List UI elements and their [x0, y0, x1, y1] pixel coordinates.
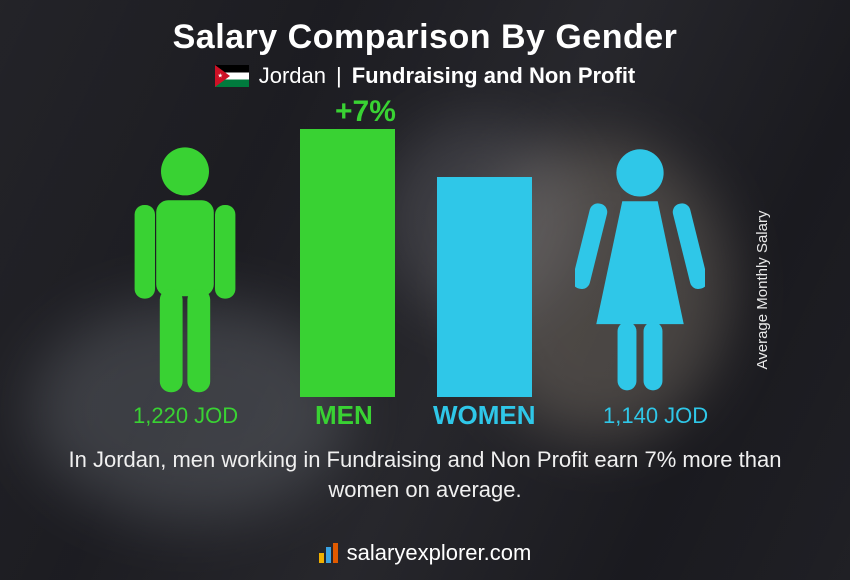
footer: salaryexplorer.com [0, 540, 850, 566]
separator: | [336, 63, 342, 89]
subtitle-row: Jordan | Fundraising and Non Profit [215, 63, 636, 89]
men-gender-label: MEN [315, 400, 373, 431]
infographic-container: Salary Comparison By Gender Jordan | Fun… [0, 0, 850, 580]
women-salary-label: 1,140 JOD [603, 403, 708, 429]
men-salary-label: 1,220 JOD [133, 403, 238, 429]
sector-label: Fundraising and Non Profit [352, 63, 636, 89]
jordan-flag-icon [215, 65, 249, 87]
men-bar [300, 129, 395, 397]
male-figure-icon [125, 145, 245, 397]
chart-description: In Jordan, men working in Fundraising an… [55, 445, 795, 504]
delta-label: +7% [335, 95, 396, 129]
y-axis-label: Average Monthly Salary [754, 211, 771, 370]
female-figure-icon [575, 145, 705, 397]
women-bar [437, 177, 532, 397]
chart-area: +7% [65, 95, 785, 435]
country-label: Jordan [259, 63, 326, 89]
footer-site: salaryexplorer.com [347, 540, 532, 565]
bar-chart-icon [319, 543, 341, 563]
women-gender-label: WOMEN [433, 400, 536, 431]
chart-title: Salary Comparison By Gender [173, 18, 678, 57]
